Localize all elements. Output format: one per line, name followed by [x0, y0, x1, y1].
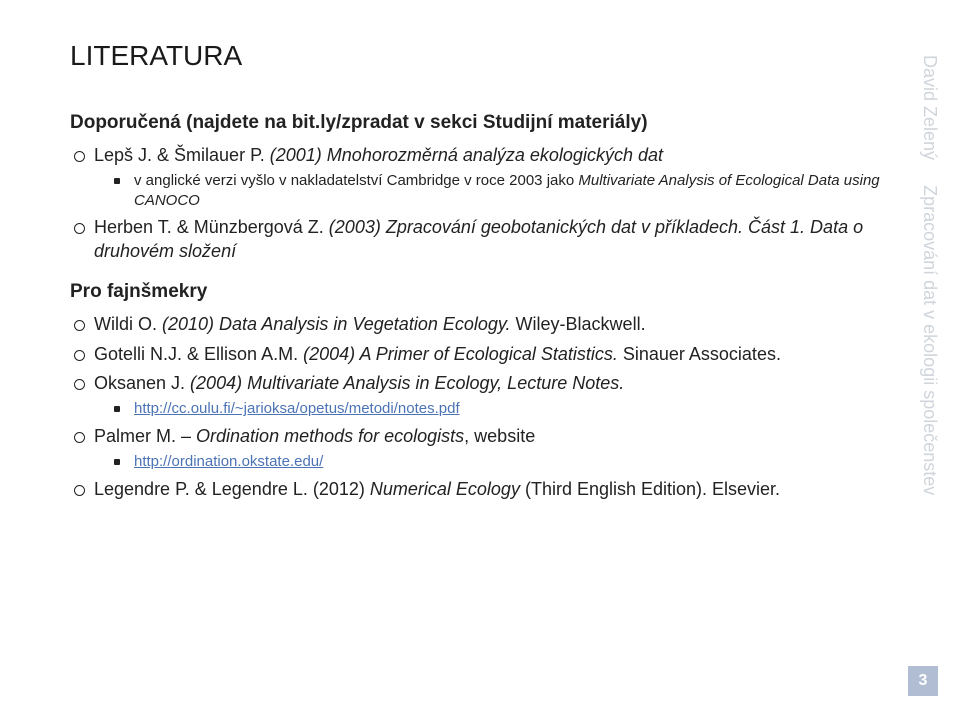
reference-text: (Third English Edition). Elsevier.	[520, 479, 780, 499]
reference-text: Legendre P. & Legendre L. (2012)	[94, 479, 370, 499]
reference-text: Oksanen J.	[94, 373, 190, 393]
reference-title: Ordination methods for ecologists	[196, 426, 464, 446]
reference-link[interactable]: http://cc.oulu.fi/~jarioksa/opetus/metod…	[134, 400, 460, 417]
reference-text: Sinauer Associates.	[618, 344, 781, 364]
sidebar-subtitle: Zpracování dat v ekologii společenstev	[920, 185, 940, 495]
reference-item: Legendre P. & Legendre L. (2012) Numeric…	[70, 478, 890, 501]
reference-item: Oksanen J. (2004) Multivariate Analysis …	[70, 372, 890, 419]
reference-title: (2001) Mnohorozměrná analýza ekologickýc…	[265, 145, 663, 165]
page-title: LITERATURA	[70, 40, 890, 72]
reference-text: Wildi O.	[94, 314, 162, 334]
reference-subitem: http://cc.oulu.fi/~jarioksa/opetus/metod…	[94, 399, 890, 419]
reference-item: Gotelli N.J. & Ellison A.M. (2004) A Pri…	[70, 343, 890, 366]
reference-link[interactable]: http://ordination.okstate.edu/	[134, 453, 323, 470]
reference-sublist: http://cc.oulu.fi/~jarioksa/opetus/metod…	[94, 399, 890, 419]
reference-item: Palmer M. – Ordination methods for ecolo…	[70, 425, 890, 472]
section-heading: Pro fajnšmekry	[70, 281, 890, 303]
reference-sublist: http://ordination.okstate.edu/	[94, 452, 890, 472]
sidebar: David Zelený Zpracování dat v ekologii s…	[919, 55, 940, 495]
slide: LITERATURA Doporučená (najdete na bit.ly…	[0, 0, 960, 722]
reference-sublist: v anglické verzi vyšlo v nakladatelství …	[94, 171, 890, 210]
reference-item: Lepš J. & Šmilauer P. (2001) Mnohorozměr…	[70, 144, 890, 210]
reference-title: (2004) Multivariate Analysis in Ecology,…	[190, 373, 624, 393]
reference-subtext: v anglické verzi vyšlo v nakladatelství …	[134, 172, 578, 189]
reference-list: Lepš J. & Šmilauer P. (2001) Mnohorozměr…	[70, 144, 890, 263]
reference-item: Herben T. & Münzbergová Z. (2003) Zpraco…	[70, 216, 890, 263]
page-number: 3	[908, 666, 938, 696]
section-heading: Doporučená (najdete na bit.ly/zpradat v …	[70, 112, 890, 134]
reference-text: Palmer M. –	[94, 426, 196, 446]
sidebar-author: David Zelený	[920, 55, 940, 160]
reference-item: Wildi O. (2010) Data Analysis in Vegetat…	[70, 313, 890, 336]
reference-text: Herben T. & Münzbergová Z.	[94, 217, 329, 237]
reference-title: (2004) A Primer of Ecological Statistics…	[303, 344, 618, 364]
reference-text: , website	[464, 426, 535, 446]
reference-title: (2010) Data Analysis in Vegetation Ecolo…	[162, 314, 511, 334]
reference-list: Wildi O. (2010) Data Analysis in Vegetat…	[70, 313, 890, 501]
reference-text: Wiley-Blackwell.	[511, 314, 646, 334]
content: Doporučená (najdete na bit.ly/zpradat v …	[70, 112, 890, 501]
reference-text: Gotelli N.J. & Ellison A.M.	[94, 344, 303, 364]
reference-text: Lepš J. & Šmilauer P.	[94, 145, 265, 165]
reference-subitem: v anglické verzi vyšlo v nakladatelství …	[94, 171, 890, 210]
reference-subitem: http://ordination.okstate.edu/	[94, 452, 890, 472]
reference-title: Numerical Ecology	[370, 479, 520, 499]
